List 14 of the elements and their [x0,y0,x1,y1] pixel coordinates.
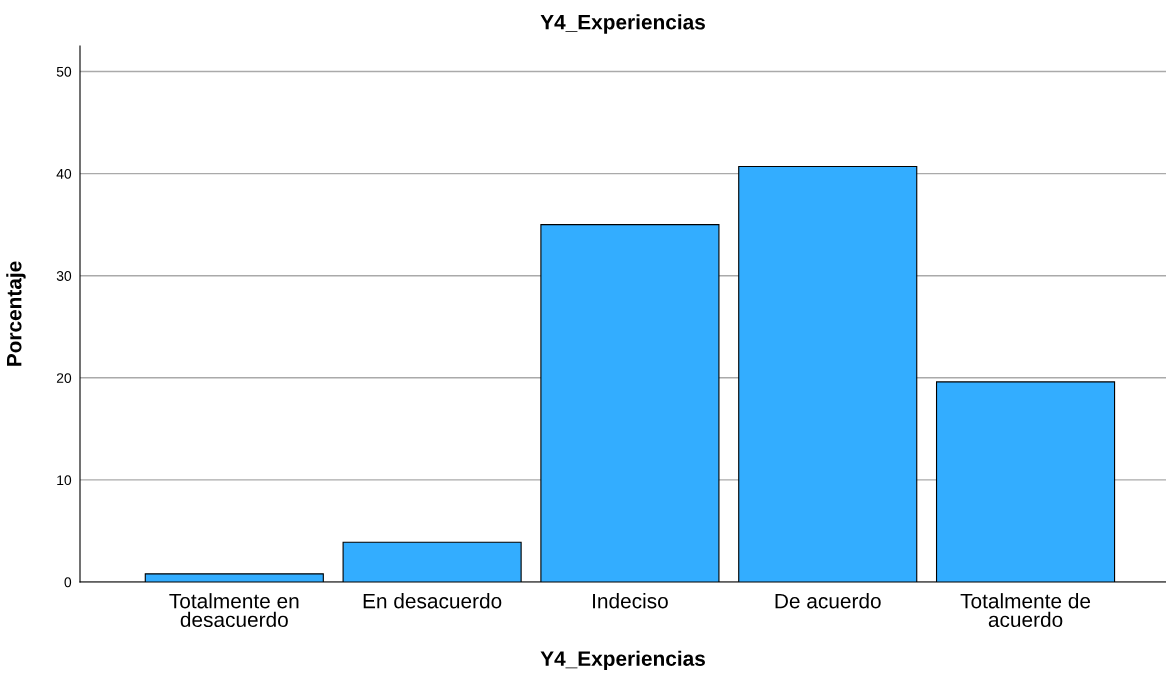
x-tick-label: Indeciso [593,593,668,609]
x-axis-title: Y4_Experiencias [540,650,705,671]
y-tick-label: 20 [56,373,72,383]
y-tick-label: 10 [57,475,72,486]
y-tick-label: 0 [64,577,72,588]
y-tick-label: 30 [56,271,72,281]
y-tick-label: 40 [56,168,72,179]
x-tick-label: Totalmente en desacuerdo [169,593,299,628]
chart-title: Y4_Experiencias [540,14,705,34]
y-tick-label: 50 [56,66,72,77]
x-tick-label: De acuerdo [775,593,881,609]
x-tick-label: En desacuerdo [363,593,502,609]
y-axis-title: Porcentaje [6,261,26,366]
x-tick-label: Totalmente de acuerdo [960,593,1091,628]
